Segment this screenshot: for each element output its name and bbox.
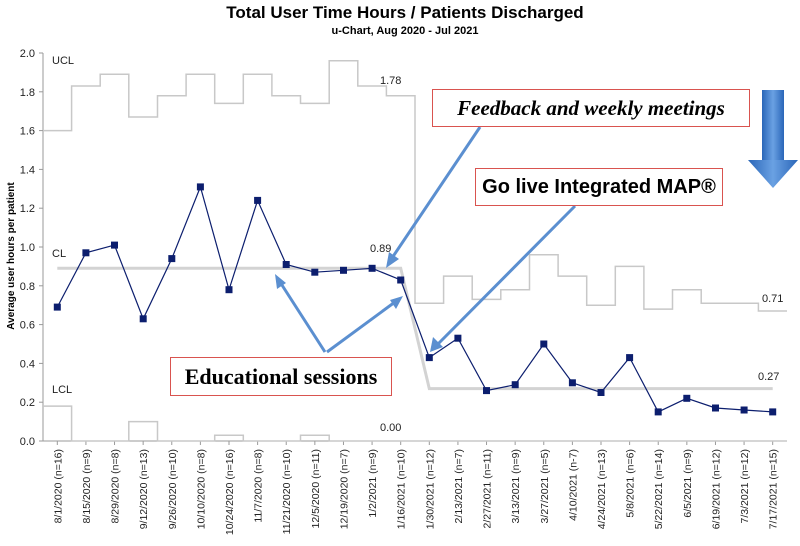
data-point (425, 354, 433, 362)
y-tick-label: 1.2 (20, 203, 35, 215)
feedback-arrow (390, 126, 482, 259)
lcl-label: LCL (52, 384, 72, 396)
x-tick-label: 6/19/2021 (n=12) (710, 449, 722, 529)
data-series (53, 183, 777, 416)
x-tick-label: 12/5/2020 (n=11) (310, 449, 322, 529)
y-tick-label: 1.8 (20, 87, 35, 99)
x-tick-label: 2/27/2021 (n=11) (482, 449, 494, 529)
x-tick-label: 8/1/2020 (n=16) (52, 449, 64, 523)
y-tick-label: 1.6 (20, 126, 35, 138)
y-tick-label: 0.4 (20, 358, 35, 370)
y-tick-label: 1.4 (20, 164, 35, 176)
y-tick-label: 0.0 (20, 436, 35, 448)
x-tick-label: 2/13/2021 (n=7) (453, 449, 465, 523)
y-axis: 0.0 0.2 0.4 0.6 0.8 1.0 1.2 1.4 1.6 1.8 2.0 (20, 48, 44, 448)
data-point (111, 241, 118, 249)
education-arrow-right (326, 300, 396, 354)
ucl-after-value: 0.71 (762, 293, 783, 305)
data-point (597, 389, 605, 396)
data-point (340, 266, 347, 274)
x-tick-label: 9/26/2020 (n=10) (167, 449, 179, 529)
control-limits (43, 60, 787, 442)
y-tick-label: 0.6 (20, 320, 35, 332)
callout-feedback-meetings: Feedback and weekly meetings (432, 89, 750, 127)
golive-arrow (435, 204, 577, 347)
data-point (282, 261, 290, 268)
data-point (168, 255, 176, 263)
x-tick-label: 7/3/2021 (n=12) (739, 449, 751, 523)
x-tick-label: 4/24/2021 (n=13) (596, 449, 608, 529)
education-arrow-left (278, 281, 327, 353)
data-point (311, 268, 319, 276)
lcl-before-value: 0.00 (380, 422, 401, 434)
x-tick-label: 4/10/2021 (n-7) (567, 449, 579, 521)
data-point (483, 387, 490, 395)
ucl-line (43, 60, 787, 312)
callout-educational-sessions: Educational sessions (170, 357, 392, 396)
y-tick-label: 1.0 (20, 242, 35, 254)
big-down-arrow-icon (748, 90, 798, 188)
callout-golive-text: Go live Integrated MAP® (482, 175, 716, 198)
data-point (626, 354, 634, 362)
y-tick-label: 0.8 (20, 281, 35, 293)
lcl-line (43, 405, 787, 442)
y-tick-label: 2.0 (20, 48, 35, 60)
data-point (454, 334, 462, 342)
x-tick-label: 5/22/2021 (n=14) (653, 449, 665, 529)
x-tick-label: 10/10/2020 (n=8) (195, 449, 207, 529)
data-point (511, 381, 519, 389)
callout-arrows (275, 126, 577, 354)
data-point (769, 408, 777, 416)
x-tick-label: 12/19/2020 (n=7) (338, 449, 350, 529)
cl-before-value: 0.89 (370, 243, 391, 255)
education-arrowhead-right (390, 296, 403, 309)
x-tick-label: 1/16/2021 (n=10) (396, 449, 408, 529)
ucl-before-value: 1.78 (380, 75, 401, 87)
data-point (740, 406, 748, 414)
x-tick-label: 10/24/2020 (n=16) (224, 449, 236, 535)
callout-edu-text: Educational sessions (184, 363, 378, 389)
x-tick-label: 1/30/2021 (n=12) (424, 449, 436, 529)
x-tick-label: 7/17/2021 (n=15) (768, 449, 780, 529)
data-point (139, 315, 147, 323)
data-point (683, 394, 691, 402)
data-point (196, 183, 204, 191)
x-tick-label: 8/29/2020 (n=8) (110, 449, 122, 523)
ucl-label: UCL (52, 55, 74, 67)
x-tick-label: 11/21/2020 (n=10) (281, 449, 293, 534)
y-tick-label: 0.2 (20, 397, 35, 409)
feedback-arrowhead (386, 252, 399, 268)
x-tick-label: 8/15/2020 (n=9) (81, 449, 93, 523)
data-point (82, 249, 90, 257)
x-axis: 8/1/2020 (n=16) 8/15/2020 (n=9) 8/29/2020 … (43, 440, 787, 535)
data-point (568, 379, 576, 387)
education-arrowhead-left (275, 274, 286, 289)
y-axis-label: Average user hours per patient (6, 182, 17, 330)
golive-arrowhead (430, 337, 443, 352)
x-tick-label: 1/2/2021 (n=9) (367, 449, 379, 518)
chart-subtitle: u-Chart, Aug 2020 - Jul 2021 (332, 25, 479, 37)
data-point (397, 276, 405, 284)
data-line (56, 185, 773, 413)
x-tick-label: 9/12/2020 (n=13) (138, 449, 150, 529)
callout-feedback-text: Feedback and weekly meetings (457, 95, 725, 120)
chart-title: Total User Time Hours / Patients Dischar… (226, 3, 583, 22)
data-point (368, 264, 376, 272)
x-tick-label: 11/7/2020 (n=8) (253, 449, 265, 523)
data-point (225, 286, 233, 294)
cl-label: CL (52, 248, 66, 260)
data-point (654, 408, 662, 416)
cl-line (57, 266, 773, 391)
x-tick-label: 3/27/2021 (n=5) (539, 449, 551, 523)
data-point (254, 196, 262, 204)
x-tick-label: 3/13/2021 (n=9) (510, 449, 522, 523)
cl-after-value: 0.27 (758, 371, 779, 383)
callout-go-live: Go live Integrated MAP® (475, 168, 723, 206)
data-point (712, 404, 719, 412)
x-tick-label: 6/5/2021 (n=9) (682, 449, 694, 518)
data-point (53, 303, 61, 311)
x-tick-label: 5/8/2021 (n=6) (625, 449, 637, 518)
data-point (540, 340, 548, 348)
